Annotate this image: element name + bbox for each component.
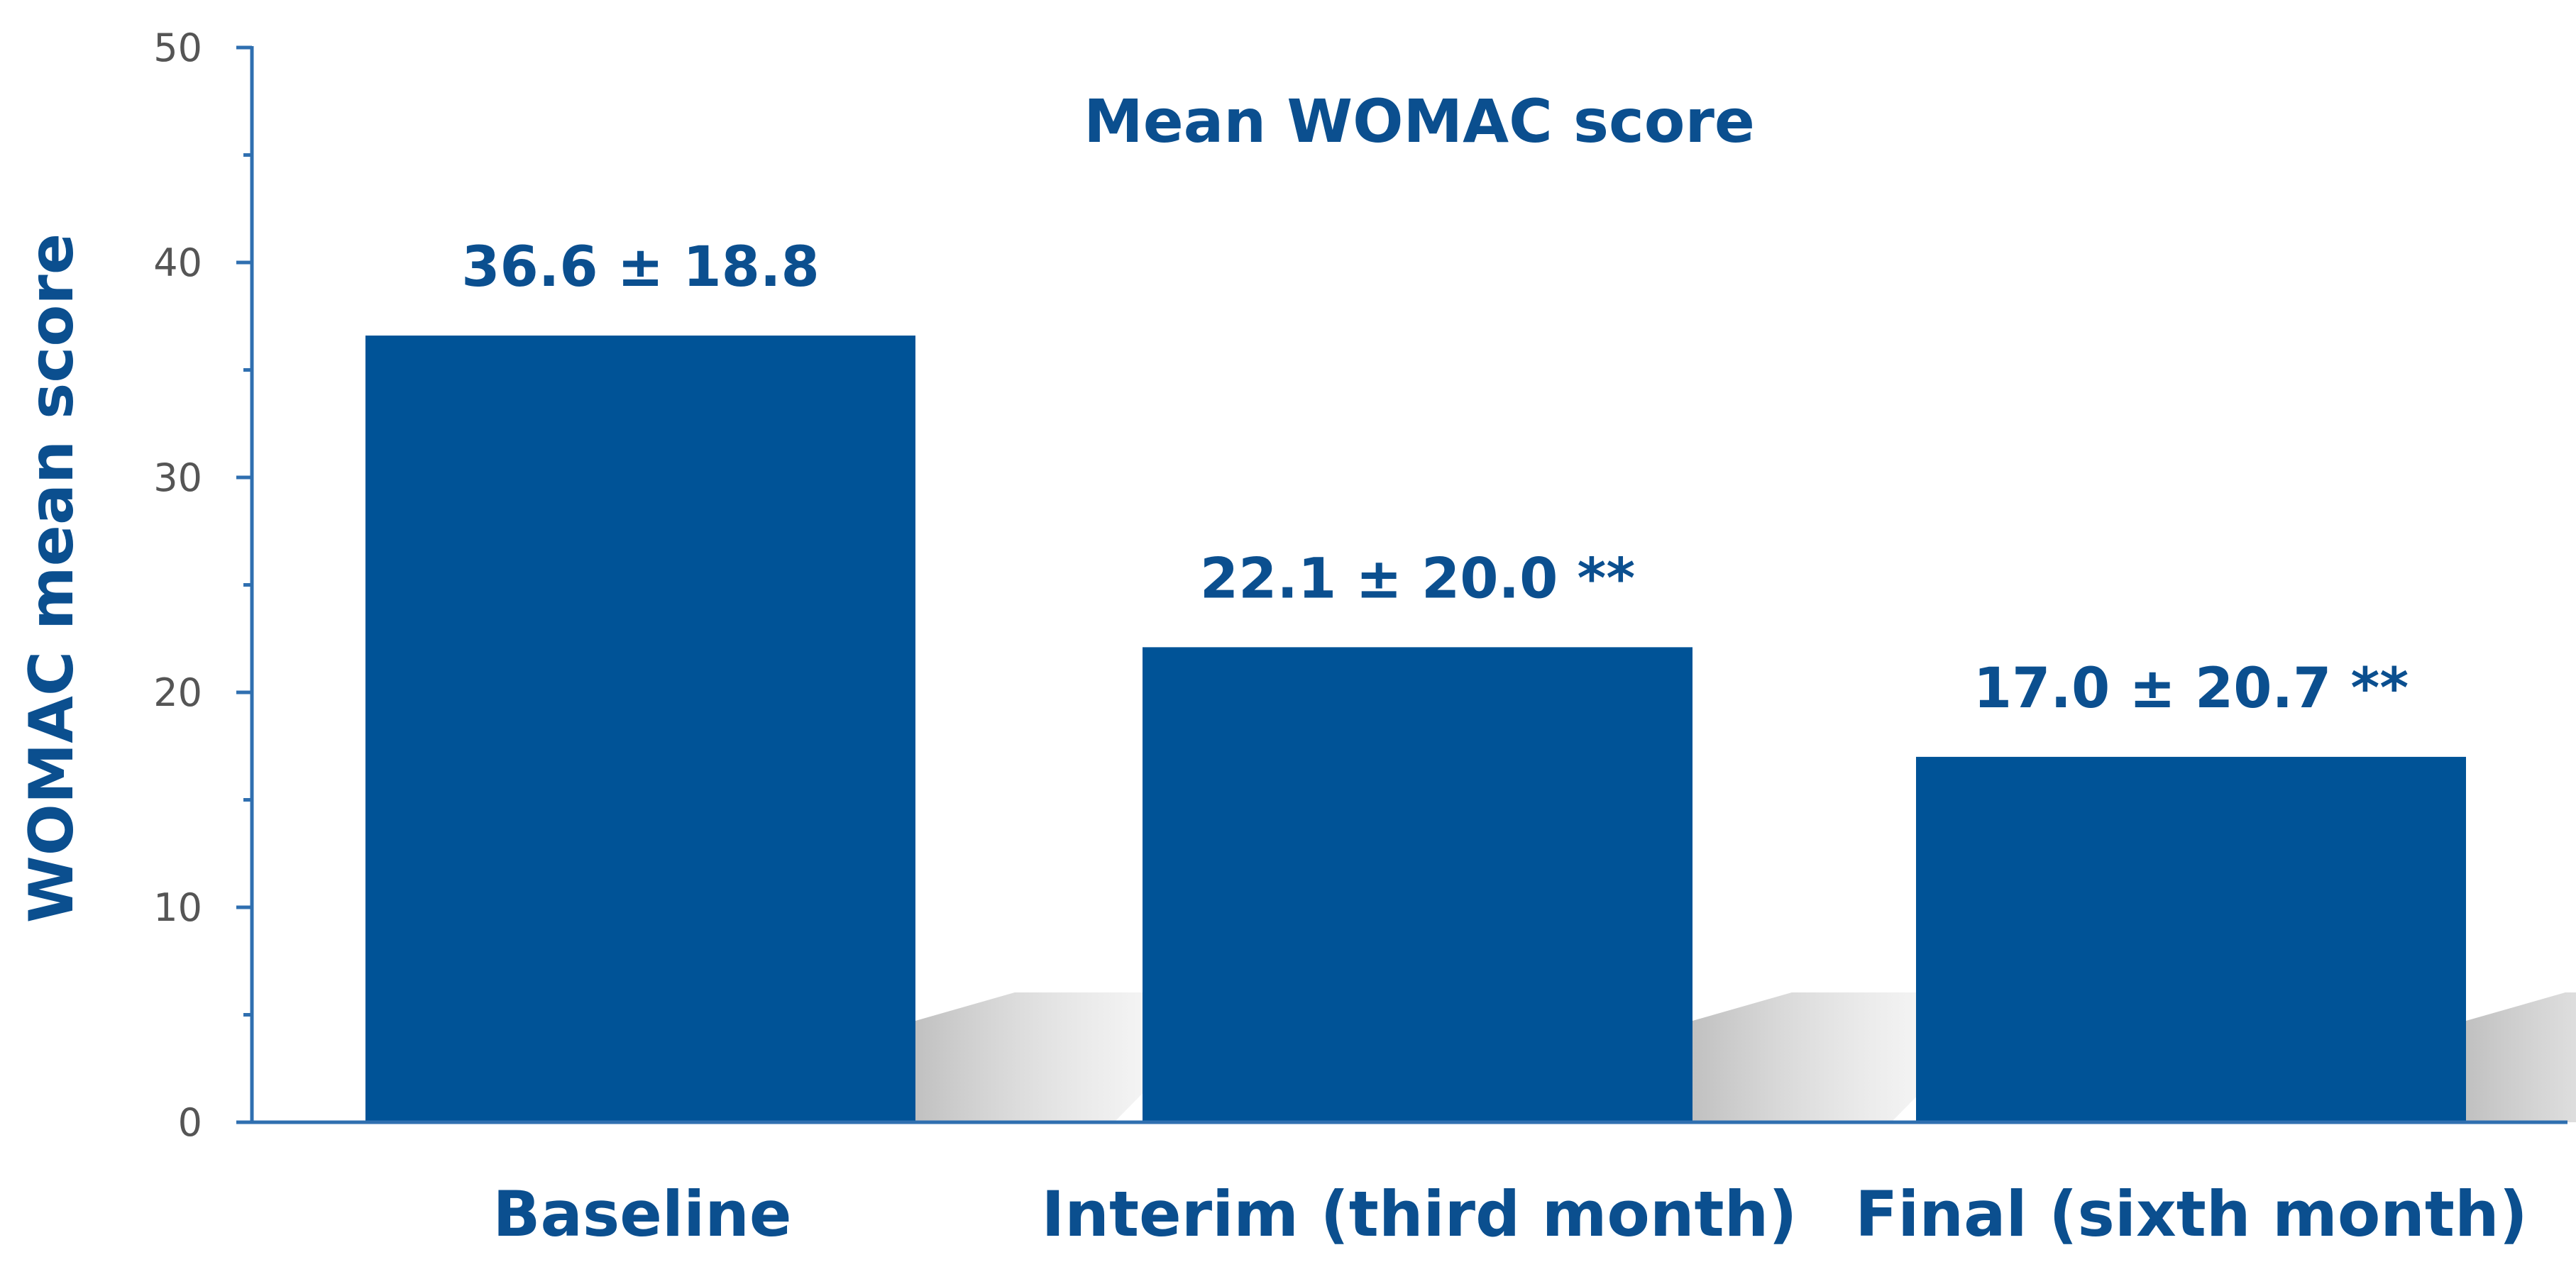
bar-final-sixth-month — [1916, 756, 2466, 1122]
y-tick-label: 50 — [153, 26, 202, 70]
category-label: Final (sixth month) — [1855, 1178, 2528, 1251]
data-label: 22.1 ± 20.0 ** — [1200, 547, 1635, 611]
data-label: 17.0 ± 20.7 ** — [1974, 657, 2409, 721]
category-label: Interim (third month) — [1042, 1178, 1798, 1251]
category-label: Baseline — [492, 1178, 791, 1251]
y-tick-label: 40 — [153, 240, 202, 285]
y-tick-label: 20 — [153, 670, 202, 715]
y-ticks: 0 10 20 30 40 50 — [153, 26, 252, 1145]
bars — [365, 336, 2466, 1122]
data-labels: 36.6 ± 18.8 22.1 ± 20.0 ** 17.0 ± 20.7 ** — [461, 236, 2409, 721]
category-labels: Baseline Interim (third month) Final (sixt… — [492, 1178, 2527, 1251]
y-tick-label: 0 — [178, 1100, 202, 1145]
bar-shadow — [2466, 992, 2576, 1122]
y-tick-label: 10 — [153, 885, 202, 930]
chart-title: Mean WOMAC score — [1084, 87, 1755, 156]
y-tick-label: 30 — [153, 455, 202, 500]
bar-baseline — [365, 336, 915, 1122]
data-label: 36.6 ± 18.8 — [461, 236, 820, 299]
bar-interim-third-month — [1143, 647, 1692, 1122]
y-axis-label: WOMAC mean score — [16, 233, 87, 923]
